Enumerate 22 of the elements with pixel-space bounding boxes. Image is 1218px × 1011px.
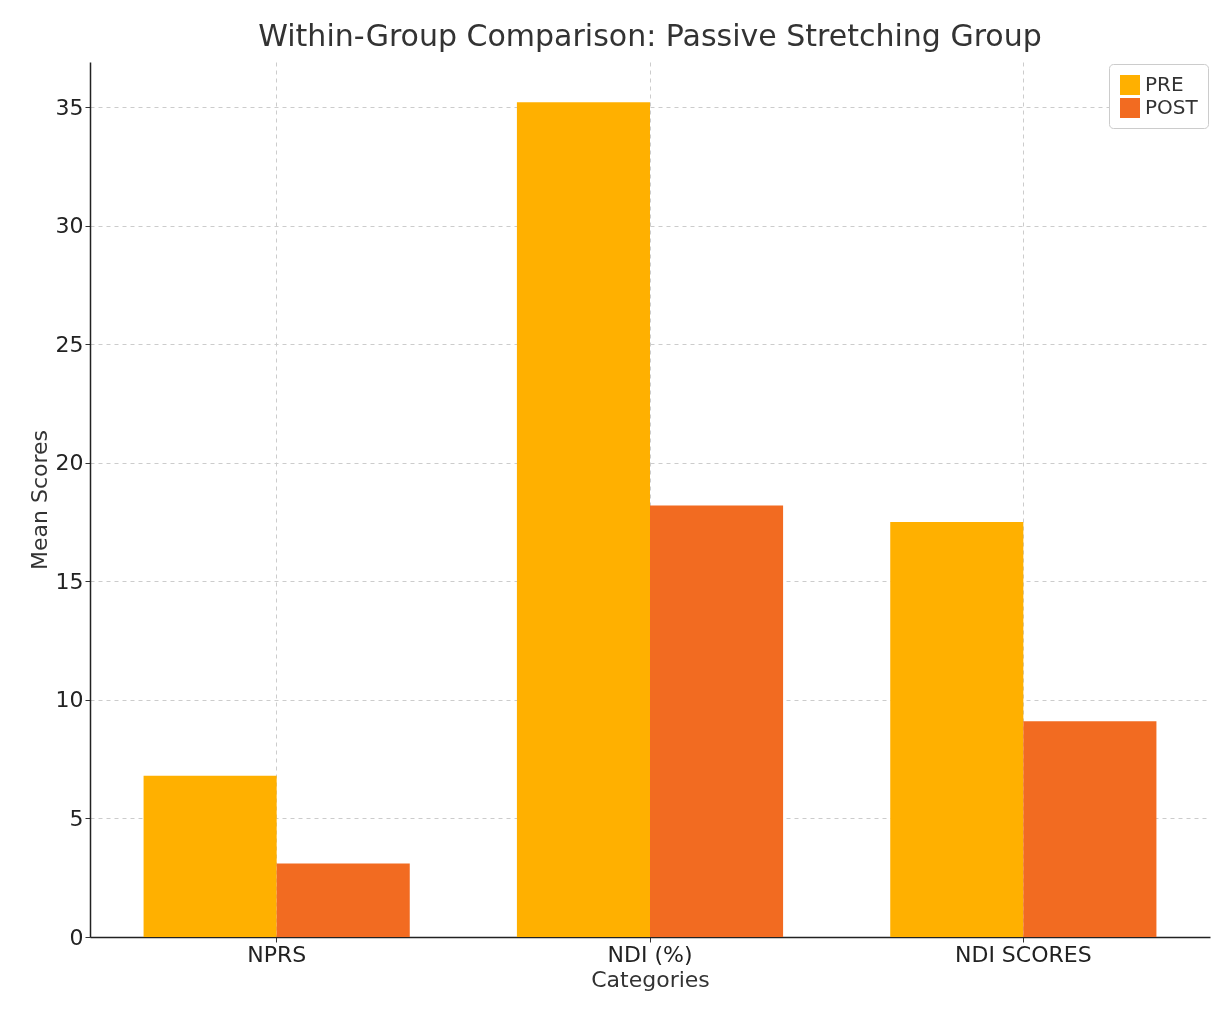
y-tick-label: 15 (55, 568, 84, 594)
y-tick-label: 10 (55, 687, 84, 713)
bar (276, 863, 410, 937)
y-tick-label: 35 (55, 94, 84, 120)
y-tick-label: 5 (69, 805, 84, 831)
chart-title: Within-Group Comparison: Passive Stretching Group (258, 18, 1042, 53)
bar (143, 775, 277, 937)
y-axis-title: Mean Scores (26, 429, 52, 571)
bar (890, 522, 1024, 937)
bar (650, 505, 784, 937)
x-tick-label: NDI SCORES (954, 941, 1092, 967)
y-tick-label: 30 (55, 213, 84, 239)
y-tick-label: 0 (69, 924, 84, 950)
x-tick-label: NPRS (247, 941, 307, 967)
bar (1023, 721, 1157, 937)
y-tick-label: 20 (55, 450, 84, 476)
y-tick-label: 25 (55, 331, 84, 357)
legend-label: PRE (1145, 72, 1184, 96)
x-axis-title: Categories (591, 966, 710, 992)
legend-label: POST (1145, 95, 1199, 119)
bar (516, 102, 650, 937)
x-tick-label: NDI (%) (607, 941, 693, 967)
